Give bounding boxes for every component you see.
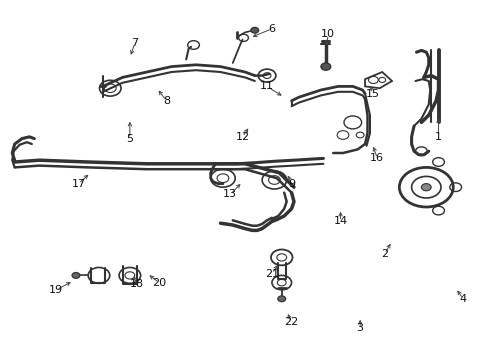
Text: 18: 18 bbox=[130, 279, 144, 289]
Text: 12: 12 bbox=[236, 132, 249, 142]
Text: 3: 3 bbox=[357, 323, 364, 333]
Circle shape bbox=[251, 27, 259, 33]
Circle shape bbox=[278, 296, 286, 302]
Text: 22: 22 bbox=[284, 317, 299, 327]
Text: 16: 16 bbox=[370, 153, 384, 163]
Circle shape bbox=[321, 63, 331, 70]
Text: 14: 14 bbox=[334, 216, 347, 226]
Text: 1: 1 bbox=[435, 132, 442, 142]
Text: 7: 7 bbox=[131, 38, 138, 48]
Text: 13: 13 bbox=[223, 189, 237, 199]
Circle shape bbox=[421, 184, 431, 191]
Text: 21: 21 bbox=[265, 269, 279, 279]
Text: 15: 15 bbox=[366, 89, 379, 99]
Text: 17: 17 bbox=[72, 179, 85, 189]
Text: 6: 6 bbox=[269, 24, 275, 34]
Circle shape bbox=[72, 273, 80, 278]
Text: 5: 5 bbox=[126, 134, 133, 144]
Text: 20: 20 bbox=[152, 278, 166, 288]
Text: 8: 8 bbox=[163, 96, 170, 106]
Text: 10: 10 bbox=[321, 29, 335, 39]
Text: 4: 4 bbox=[460, 294, 466, 304]
Text: 11: 11 bbox=[260, 81, 274, 91]
Text: 19: 19 bbox=[49, 285, 63, 295]
Text: 9: 9 bbox=[288, 179, 295, 189]
Text: 2: 2 bbox=[381, 249, 388, 259]
